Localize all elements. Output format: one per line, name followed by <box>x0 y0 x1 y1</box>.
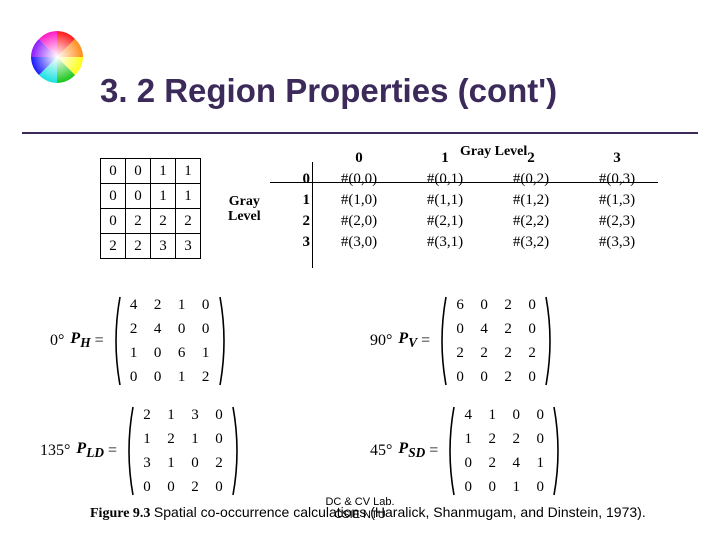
glcm-horizontal-divider <box>270 182 658 183</box>
glcm-top-label: Gray Level <box>460 144 527 160</box>
slide: 3. 2 Region Properties (cont') 0011 0011… <box>0 0 720 540</box>
glcm-vertical-divider <box>312 162 313 268</box>
page-title: 3. 2 Region Properties (cont') <box>100 72 557 110</box>
matrix-pld: 135°PLD= 2130121031020020 <box>40 403 243 499</box>
matrix-pv: 90°PV= 6020042022220020 <box>370 293 556 389</box>
glcm-definition-table: Gray Level GrayLevel 0 1 2 3 0 #(0,0)#(0… <box>270 148 660 253</box>
title-underline <box>22 132 698 134</box>
content-area: 0011 0011 0222 2233 Gray Level GrayLevel <box>30 148 690 530</box>
glcm-side-label: GrayLevel <box>228 194 261 225</box>
source-image-matrix: 0011 0011 0222 2233 <box>100 158 201 259</box>
glcm-table-grid: 0 1 2 3 0 #(0,0)#(0,1)#(0,2)#(0,3) 1 #(1… <box>270 148 660 253</box>
color-wheel-logo <box>28 28 86 86</box>
matrix-ph: 0°PH= 4210240010610012 <box>50 293 230 389</box>
matrix-psd: 45°PSD= 4100122002410010 <box>370 403 564 499</box>
footer-credit: DC & CV Lab.CSIE NTU <box>0 496 720 522</box>
